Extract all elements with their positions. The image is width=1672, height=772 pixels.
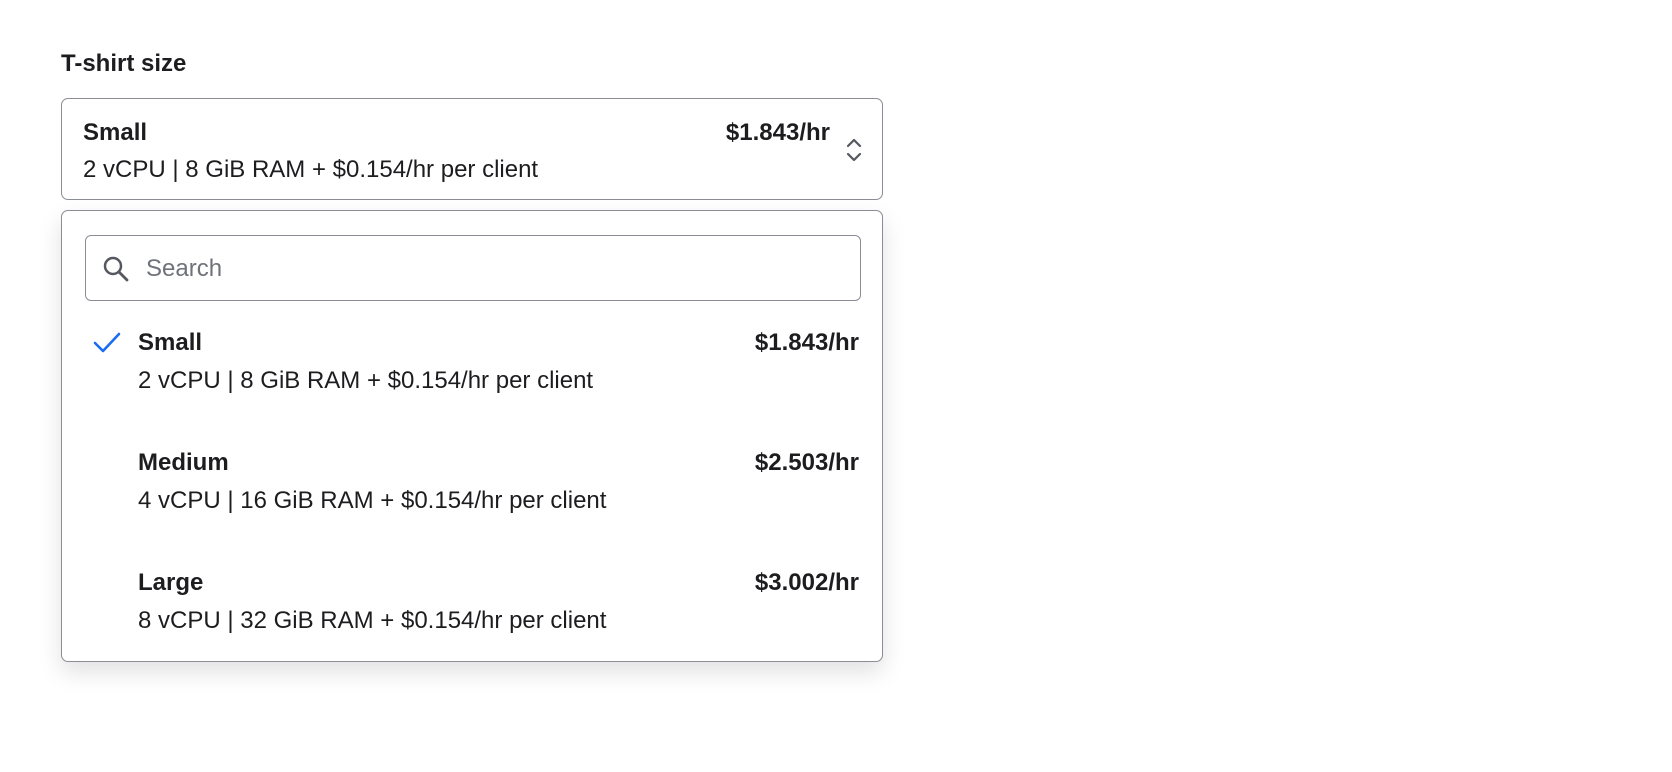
selected-name: Small — [83, 119, 148, 146]
option-name: Small — [138, 329, 203, 356]
option-large[interactable]: Large $3.002/hr 8 vCPU | 32 GiB RAM + $0… — [62, 569, 882, 669]
option-medium[interactable]: Medium $2.503/hr 4 vCPU | 16 GiB RAM + $… — [62, 449, 882, 549]
option-price: $2.503/hr — [754, 449, 859, 476]
option-name: Medium — [138, 449, 229, 476]
chevron-up-down-icon — [846, 138, 862, 162]
option-name: Large — [138, 569, 204, 596]
option-desc: 2 vCPU | 8 GiB RAM + $0.154/hr per clien… — [138, 367, 594, 394]
search-box[interactable] — [85, 235, 861, 301]
selected-price: $1.843/hr — [725, 119, 830, 146]
search-input[interactable] — [144, 248, 838, 290]
selected-desc: 2 vCPU | 8 GiB RAM + $0.154/hr per clien… — [83, 156, 539, 183]
tshirt-size-select[interactable]: Small $1.843/hr 2 vCPU | 8 GiB RAM + $0.… — [61, 98, 883, 200]
option-small[interactable]: Small $1.843/hr 2 vCPU | 8 GiB RAM + $0.… — [62, 329, 882, 429]
search-icon — [103, 256, 129, 282]
dropdown-menu: Small $1.843/hr 2 vCPU | 8 GiB RAM + $0.… — [61, 210, 883, 662]
option-desc: 4 vCPU | 16 GiB RAM + $0.154/hr per clie… — [138, 487, 607, 514]
checkmark-icon — [93, 332, 121, 353]
option-desc: 8 vCPU | 32 GiB RAM + $0.154/hr per clie… — [138, 607, 607, 634]
field-label: T-shirt size — [61, 50, 187, 77]
option-price: $3.002/hr — [754, 569, 859, 596]
option-price: $1.843/hr — [754, 329, 859, 356]
